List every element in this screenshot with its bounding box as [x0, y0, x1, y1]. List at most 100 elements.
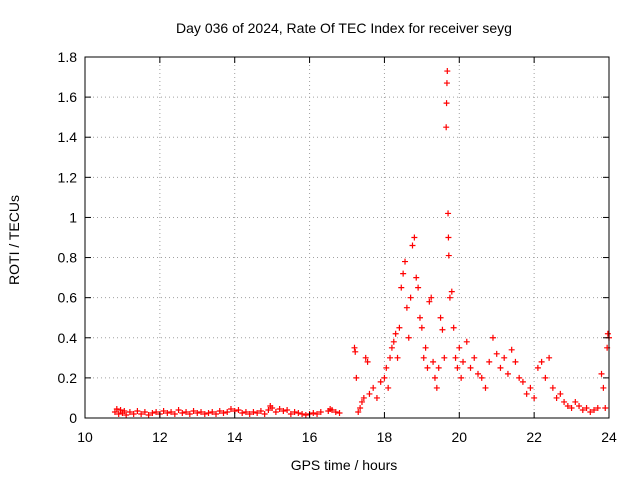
data-point [213, 410, 219, 417]
data-point [471, 354, 478, 361]
x-tick-label: 16 [302, 429, 318, 445]
data-point [171, 410, 178, 417]
data-point [504, 370, 511, 377]
data-point [439, 326, 446, 333]
data-point [463, 338, 470, 345]
data-point [201, 410, 208, 417]
data-point [302, 411, 309, 418]
data-point [310, 409, 317, 416]
data-points [111, 68, 612, 418]
data-point [448, 288, 455, 295]
x-tick-label: 10 [77, 429, 93, 445]
data-point [523, 390, 530, 397]
data-point [383, 364, 390, 371]
x-axis-label: GPS time / hours [291, 457, 398, 473]
data-point [486, 358, 493, 365]
data-point [482, 384, 489, 391]
data-point [426, 298, 433, 305]
data-point [431, 374, 438, 381]
data-point [153, 408, 160, 415]
data-point [576, 402, 583, 409]
x-tick-label: 22 [526, 429, 542, 445]
data-point [443, 80, 450, 87]
data-point [443, 100, 450, 107]
data-point [516, 374, 523, 381]
data-point [220, 409, 227, 416]
data-point [398, 284, 405, 291]
data-point [284, 406, 291, 413]
data-point [546, 354, 553, 361]
data-point [134, 407, 141, 414]
data-point [113, 405, 120, 412]
data-point [272, 408, 279, 415]
data-point [352, 348, 359, 355]
data-point [443, 124, 450, 131]
x-tick-label: 20 [451, 429, 467, 445]
data-point [235, 406, 242, 413]
y-tick-label: 1.2 [58, 169, 78, 185]
data-point [358, 398, 365, 405]
data-point [403, 304, 410, 311]
data-point [409, 242, 416, 249]
data-point [351, 344, 358, 351]
data-point [145, 411, 152, 418]
data-point [377, 378, 384, 385]
y-tick-label: 0.8 [58, 250, 78, 266]
y-tick-label: 1.8 [58, 49, 78, 65]
data-point [381, 374, 388, 381]
data-point [179, 409, 186, 416]
data-point [250, 408, 257, 415]
plot-frame [84, 56, 610, 419]
data-point [508, 346, 515, 353]
data-point [388, 344, 395, 351]
data-point [138, 410, 145, 417]
data-point [186, 410, 193, 417]
data-point [433, 384, 440, 391]
data-point [373, 394, 380, 401]
data-point [413, 274, 420, 281]
grid-lines [85, 57, 609, 418]
data-point [387, 354, 394, 361]
data-point [198, 408, 205, 415]
data-point [355, 408, 362, 415]
data-point [456, 344, 463, 351]
data-point [454, 364, 461, 371]
data-point [407, 294, 414, 301]
data-point [364, 358, 371, 365]
data-point [287, 410, 294, 417]
data-point [314, 410, 321, 417]
data-point [441, 354, 448, 361]
data-point [553, 394, 560, 401]
data-point [190, 407, 197, 414]
data-point [497, 364, 504, 371]
data-point [428, 294, 435, 301]
x-tick-label: 14 [227, 429, 243, 445]
data-point [276, 405, 283, 412]
data-point [183, 408, 190, 415]
data-point [257, 407, 264, 414]
data-point [392, 330, 399, 337]
data-point [385, 384, 392, 391]
data-point [405, 334, 412, 341]
y-tick-label: 0.4 [58, 330, 78, 346]
data-point [424, 364, 431, 371]
y-tick-label: 0.6 [58, 290, 78, 306]
data-point [269, 404, 276, 411]
data-point [299, 410, 306, 417]
data-point [115, 410, 122, 417]
data-point [519, 378, 526, 385]
data-point [130, 410, 137, 417]
data-point [420, 354, 427, 361]
data-point [280, 407, 287, 414]
x-tick-label: 24 [601, 429, 617, 445]
data-point [149, 409, 156, 416]
data-point [416, 314, 423, 321]
data-point [329, 406, 336, 413]
data-point [402, 258, 409, 265]
data-point [370, 384, 377, 391]
data-point [444, 68, 451, 75]
x-tick-label: 18 [377, 429, 393, 445]
y-axis-label: ROTI / TECUs [6, 195, 22, 285]
data-point [360, 394, 367, 401]
data-point [205, 409, 212, 416]
